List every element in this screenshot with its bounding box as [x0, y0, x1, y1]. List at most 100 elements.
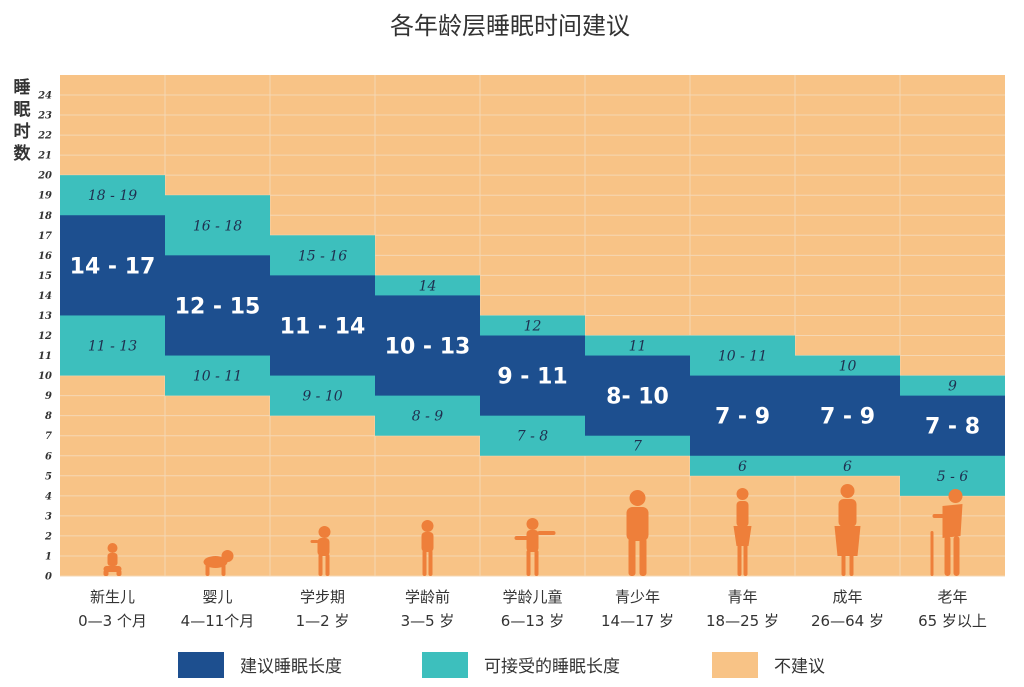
x-label-range: 0—3 个月 [78, 612, 147, 630]
acceptable-upper-label: 12 [524, 318, 542, 334]
x-label-range: 6—13 岁 [501, 612, 564, 630]
recommended-bar [375, 295, 480, 396]
y-tick-label: 17 [38, 231, 52, 242]
recommended-bar [900, 395, 1005, 456]
legend-swatch-recommended [178, 652, 224, 678]
recommended-label: 7 - 9 [820, 405, 875, 430]
acceptable-lower-label: 6 [738, 459, 747, 475]
y-axis-label-char: 睡 [14, 77, 31, 98]
y-tick-label: 9 [45, 391, 52, 402]
y-tick-label: 22 [37, 131, 52, 142]
y-tick-label: 3 [45, 511, 52, 522]
recommended-label: 10 - 13 [385, 335, 471, 360]
x-label-category: 学龄儿童 [502, 588, 562, 606]
acceptable-upper-label: 10 - 11 [718, 349, 767, 365]
y-tick-label: 8 [45, 411, 52, 422]
figures [103, 484, 963, 576]
acceptable-lower-label: 11 - 13 [88, 339, 137, 355]
y-tick-label: 24 [37, 91, 52, 102]
x-label-category: 学步期 [300, 588, 345, 606]
crawling-baby-figure [203, 550, 234, 576]
adult-figure [834, 484, 861, 576]
x-label-category: 婴儿 [202, 588, 232, 606]
acceptable-lower-label: 7 - 8 [517, 429, 549, 445]
acceptable-lower-label: 10 - 11 [193, 369, 242, 385]
acceptable-lower-label: 5 - 6 [937, 469, 969, 485]
acceptable-lower-label: 6 [843, 459, 852, 475]
y-tick-label: 4 [45, 491, 52, 502]
x-label-range: 18—25 岁 [706, 612, 779, 630]
toddler-figure [310, 526, 331, 576]
recommended-label: 14 - 17 [70, 254, 156, 279]
x-label-category: 成年 [832, 588, 862, 606]
recommended-label: 12 - 15 [175, 294, 261, 319]
recommended-bar [60, 215, 165, 316]
x-label-range: 1—2 岁 [296, 612, 350, 630]
x-label-range: 4—11个月 [181, 612, 255, 630]
recommended-label: 8- 10 [606, 385, 669, 410]
y-tick-label: 13 [38, 311, 52, 322]
acceptable-upper-label: 10 [839, 359, 857, 375]
y-tick-label: 10 [38, 371, 52, 382]
y-tick-label: 12 [38, 331, 52, 342]
x-label-category: 学龄前 [405, 588, 450, 606]
y-tick-label: 5 [45, 471, 52, 482]
legend-swatch-acceptable [422, 652, 468, 678]
recommended-bar [270, 275, 375, 376]
y-tick-label: 19 [38, 191, 52, 202]
teen-figure [626, 490, 649, 576]
acceptable-upper-label: 11 [629, 339, 647, 355]
recommended-label: 11 - 14 [280, 314, 366, 339]
legend-label-not_recommended: 不建议 [774, 657, 825, 677]
acceptable-upper-label: 9 [948, 379, 957, 395]
recommended-bar [585, 355, 690, 436]
recommended-label: 9 - 11 [497, 365, 567, 390]
elderly-figure [930, 489, 963, 576]
acceptable-lower-label: 9 - 10 [302, 389, 342, 405]
y-tick-label: 0 [45, 572, 52, 583]
acceptable-lower-label: 7 [633, 439, 642, 455]
y-tick-label: 18 [38, 211, 52, 222]
x-label-category: 新生儿 [90, 588, 135, 606]
y-tick-label: 6 [45, 451, 52, 462]
x-label-category: 青年 [727, 588, 757, 606]
x-label-range: 65 岁以上 [918, 612, 987, 630]
x-label-range: 26—64 岁 [811, 612, 884, 630]
preschooler-figure [421, 520, 434, 576]
child-figure [514, 518, 556, 576]
y-tick-label: 20 [37, 171, 52, 182]
acceptable-lower-label: 8 - 9 [412, 409, 444, 425]
recommended-label: 7 - 9 [715, 405, 770, 430]
x-label-range: 14—17 岁 [601, 612, 674, 630]
x-labels: 新生儿 0—3 个月 婴儿 4—11个月 学步期 1—2 岁 学龄前 3—5 岁 学龄儿童 6—1… [78, 588, 987, 630]
x-label-category: 老年 [937, 588, 967, 606]
bars: 14 - 17 18 - 19 11 - 13 12 - 15 16 - 18 10 - … [60, 175, 1005, 496]
legend-swatch-not_recommended [712, 652, 758, 678]
y-tick-label: 7 [45, 431, 52, 442]
acceptable-upper-label: 14 [419, 278, 437, 294]
legend-label-recommended: 建议睡眠长度 [240, 657, 342, 677]
y-tick-label: 14 [38, 291, 52, 302]
legend: 建议睡眠长度 可接受的睡眠长度 不建议 [178, 652, 825, 678]
legend-label-acceptable: 可接受的睡眠长度 [484, 657, 620, 677]
baby-figure [103, 543, 122, 576]
y-tick-label: 1 [45, 551, 52, 562]
recommended-bar [690, 375, 795, 456]
x-label-range: 3—5 岁 [401, 612, 455, 630]
acceptable-upper-label: 15 - 16 [298, 248, 347, 264]
y-tick-label: 15 [38, 271, 52, 282]
acceptable-upper-label: 18 - 19 [88, 188, 137, 204]
recommended-bar [165, 255, 270, 356]
recommended-bar [480, 335, 585, 416]
y-tick-label: 11 [38, 351, 52, 362]
acceptable-upper-label: 16 - 18 [193, 218, 242, 234]
y-tick-label: 21 [37, 151, 52, 162]
y-axis-label-char: 眠 [14, 100, 31, 120]
recommended-label: 7 - 8 [925, 415, 980, 440]
y-axis-label-char: 时 [14, 122, 31, 142]
y-axis-label-char: 数 [14, 143, 32, 164]
x-label-category: 青少年 [615, 588, 660, 606]
